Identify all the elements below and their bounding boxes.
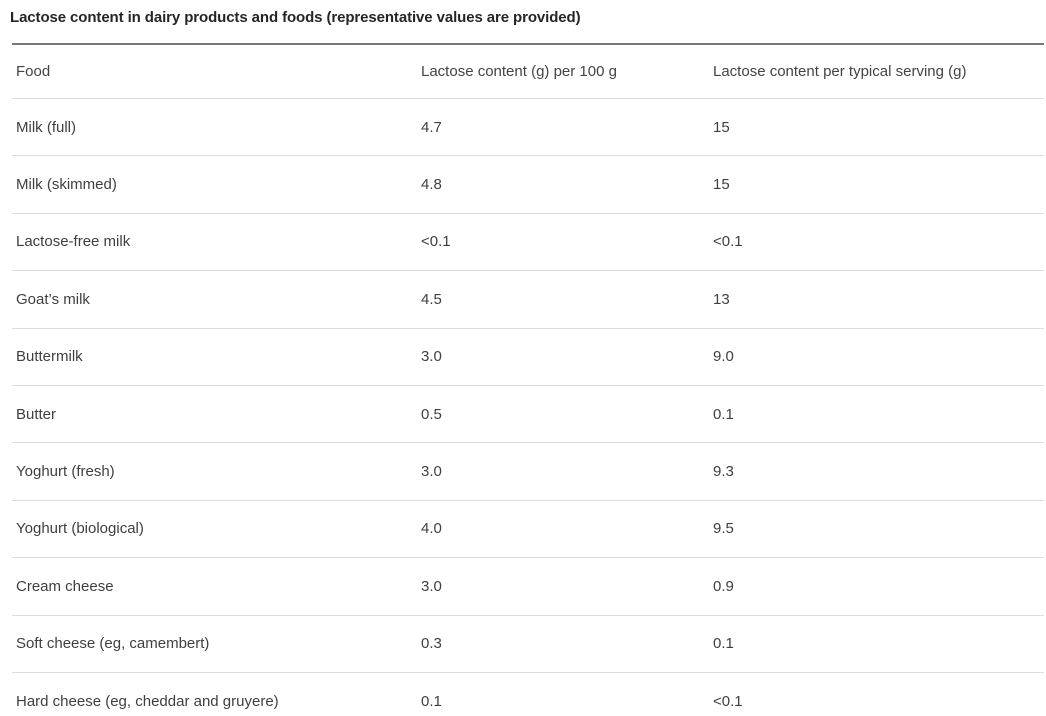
- header-food: Food: [16, 63, 51, 80]
- food-cell: Hard cheese (eg, cheddar and gruyere): [16, 693, 279, 711]
- per-serving-cell: 0.1: [713, 635, 734, 653]
- table-row: Buttermilk 3.0 9.0: [12, 329, 1044, 386]
- header-lactose-per-serving: Lactose content per typical serving (g): [713, 63, 967, 80]
- table-row: Butter 0.5 0.1: [12, 386, 1044, 444]
- table-row: Milk (skimmed) 4.8 15: [12, 156, 1044, 214]
- per-100g-cell: 3.0: [421, 348, 442, 366]
- per-serving-cell: 0.1: [713, 405, 734, 423]
- per-100g-cell: 0.5: [421, 405, 442, 423]
- food-cell: Goat’s milk: [16, 290, 90, 308]
- per-serving-cell: 0.9: [713, 577, 734, 595]
- per-100g-cell: 3.0: [421, 463, 442, 481]
- per-serving-cell: 15: [713, 176, 730, 194]
- food-cell: Lactose-free milk: [16, 233, 131, 251]
- food-cell: Milk (full): [16, 118, 76, 136]
- table-row: Lactose-free milk <0.1 <0.1: [12, 214, 1044, 272]
- table-row: Goat’s milk 4.5 13: [12, 271, 1044, 329]
- per-serving-cell: <0.1: [713, 693, 743, 711]
- table-row: Yoghurt (fresh) 3.0 9.3: [12, 443, 1044, 501]
- lactose-table: Food Lactose content (g) per 100 g Lacto…: [12, 43, 1044, 716]
- per-serving-cell: 9.3: [713, 463, 734, 481]
- table-row: Milk (full) 4.7 15: [12, 99, 1044, 157]
- per-100g-cell: 0.1: [421, 693, 442, 711]
- food-cell: Buttermilk: [16, 348, 83, 366]
- food-cell: Butter: [16, 405, 57, 423]
- per-serving-cell: 15: [713, 118, 730, 136]
- per-serving-cell: 13: [713, 290, 730, 308]
- table-row: Yoghurt (biological) 4.0 9.5: [12, 501, 1044, 559]
- per-100g-cell: 4.8: [421, 176, 442, 194]
- table-row: Soft cheese (eg, camembert) 0.3 0.1: [12, 616, 1044, 673]
- food-cell: Cream cheese: [16, 577, 114, 595]
- per-serving-cell: <0.1: [713, 233, 743, 251]
- per-100g-cell: 4.7: [421, 118, 442, 136]
- per-100g-cell: <0.1: [421, 233, 451, 251]
- per-100g-cell: 3.0: [421, 577, 442, 595]
- food-cell: Yoghurt (biological): [16, 520, 144, 538]
- per-100g-cell: 4.5: [421, 290, 442, 308]
- table-row: Hard cheese (eg, cheddar and gruyere) 0.1…: [12, 673, 1044, 716]
- table-header-row: Food Lactose content (g) per 100 g Lacto…: [12, 45, 1044, 99]
- per-100g-cell: 0.3: [421, 635, 442, 653]
- table-title: Lactose content in dairy products and fo…: [10, 9, 581, 26]
- food-cell: Yoghurt (fresh): [16, 463, 115, 481]
- header-lactose-per-100g: Lactose content (g) per 100 g: [421, 63, 617, 80]
- table-row: Cream cheese 3.0 0.9: [12, 558, 1044, 616]
- food-cell: Soft cheese (eg, camembert): [16, 635, 210, 653]
- per-100g-cell: 4.0: [421, 520, 442, 538]
- table-body: Milk (full) 4.7 15 Milk (skimmed) 4.8 15 Lacto…: [12, 99, 1044, 716]
- per-serving-cell: 9.5: [713, 520, 734, 538]
- food-cell: Milk (skimmed): [16, 176, 117, 194]
- per-serving-cell: 9.0: [713, 348, 734, 366]
